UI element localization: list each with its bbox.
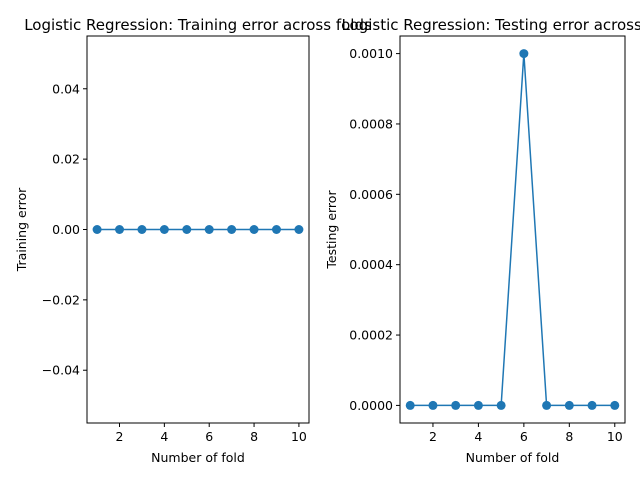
data-point-1: [405, 400, 415, 410]
y-tick-label: 0.0000: [349, 398, 393, 413]
x-tick-label: 4: [474, 429, 482, 444]
data-point-10: [294, 225, 304, 234]
x-axis-label: Number of fold: [466, 450, 560, 465]
data-point-5: [496, 400, 506, 410]
chart-title: Logistic Regression: Training error acro…: [24, 16, 372, 34]
y-tick-label: 0.0008: [349, 116, 393, 131]
x-tick-label: 10: [607, 429, 623, 444]
y-tick-label: −0.02: [42, 292, 80, 307]
data-point-7: [227, 225, 237, 234]
y-tick-label: 0.0010: [349, 46, 393, 61]
data-point-6: [519, 49, 529, 59]
y-tick-label: 0.02: [52, 152, 80, 167]
data-point-7: [542, 400, 552, 410]
y-axis-label: Training error: [14, 187, 29, 272]
y-tick-label: 0.0006: [349, 187, 393, 202]
data-point-2: [428, 400, 438, 410]
x-tick-label: 6: [520, 429, 528, 444]
data-point-5: [182, 225, 192, 234]
x-tick-label: 10: [291, 429, 307, 444]
data-point-6: [204, 225, 214, 234]
data-point-1: [92, 225, 102, 234]
data-point-4: [159, 225, 169, 234]
x-tick-label: 2: [116, 429, 124, 444]
x-tick-label: 6: [205, 429, 213, 444]
y-tick-label: −0.04: [42, 363, 80, 378]
data-point-9: [587, 400, 597, 410]
y-tick-label: 0.0004: [349, 257, 393, 272]
data-point-2: [115, 225, 125, 234]
data-point-4: [473, 400, 483, 410]
data-point-10: [610, 400, 620, 410]
data-point-8: [564, 400, 574, 410]
subplot-testing-error: 2 4 6 8 10 0.0000 0.0002 0.0004 0.0006 0.0008 0.00…: [324, 16, 640, 465]
y-tick-label: 0.00: [52, 222, 80, 237]
x-tick-label: 8: [250, 429, 258, 444]
x-tick-label: 8: [565, 429, 573, 444]
data-point-8: [249, 225, 259, 234]
x-axis-label: Number of fold: [151, 450, 245, 465]
y-tick-label: 0.0002: [349, 328, 393, 343]
series-line-0: [410, 53, 615, 407]
x-tick-label: 4: [160, 429, 168, 444]
subplot-training-error: 2 4 6 8 10 −0.04 −0.02 0.00 0.02 0.04 Number of fo…: [14, 16, 372, 465]
data-point-3: [451, 400, 461, 410]
y-axis-label: Testing error: [324, 190, 339, 270]
x-tick-label: 2: [429, 429, 437, 444]
data-point-9: [271, 225, 281, 234]
y-tick-label: 0.04: [52, 81, 80, 96]
chart-title: Logistic Regression: Testing error acros…: [341, 16, 640, 34]
data-point-3: [137, 225, 147, 234]
axes-frame: [399, 35, 626, 424]
